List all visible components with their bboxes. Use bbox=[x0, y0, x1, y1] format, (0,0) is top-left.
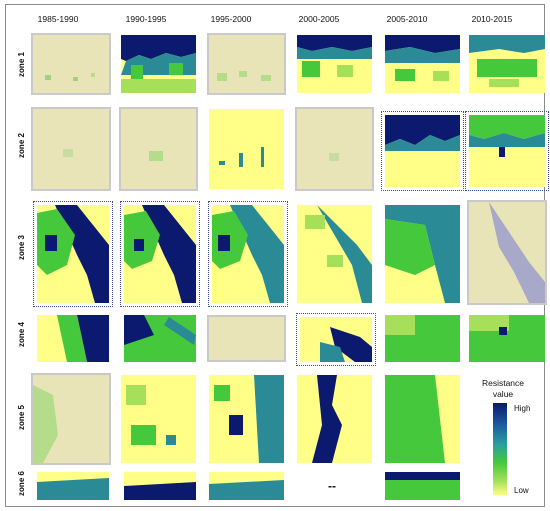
map-zone6-1995 bbox=[209, 472, 284, 500]
map-zone2-2000 bbox=[295, 107, 374, 191]
map-zone6-1985 bbox=[37, 472, 109, 500]
column-header: 2005-2010 bbox=[386, 14, 428, 24]
row-header: zone 4 bbox=[16, 322, 26, 347]
map-zone5-1990 bbox=[121, 375, 196, 463]
column-header: 2010-2015 bbox=[471, 14, 513, 24]
legend-low-label: Low bbox=[514, 486, 529, 495]
map-zone4-2000 bbox=[296, 313, 376, 366]
map-zone3-2005 bbox=[385, 205, 460, 303]
map-zone1-2005 bbox=[385, 35, 460, 93]
row-header: zone 3 bbox=[16, 235, 26, 260]
map-zone4-2005 bbox=[385, 315, 460, 362]
map-zone6-1990 bbox=[124, 472, 196, 500]
row-header: zone 6 bbox=[16, 470, 26, 496]
column-header: 1995-2000 bbox=[210, 14, 252, 24]
map-zone2-1995 bbox=[209, 109, 284, 189]
map-zone1-1985 bbox=[31, 33, 111, 95]
map-zone2-1985 bbox=[31, 107, 111, 191]
map-zone3-1990 bbox=[120, 201, 200, 307]
row-header: zone 1 bbox=[16, 51, 26, 77]
figure-panel: 1985-1990 1990-1995 1995-2000 2000-2005 … bbox=[5, 4, 549, 507]
legend-high-label: High bbox=[514, 404, 531, 413]
map-zone5-2005 bbox=[385, 375, 460, 463]
map-zone1-1995 bbox=[207, 33, 286, 95]
map-zone4-1990 bbox=[124, 315, 196, 362]
map-zone1-2010 bbox=[469, 35, 545, 93]
map-zone3-1985 bbox=[33, 201, 113, 307]
no-data-mark: -- bbox=[328, 479, 336, 493]
row-header: zone 5 bbox=[16, 405, 26, 430]
map-zone1-1990 bbox=[121, 35, 196, 93]
legend-title: Resistance value bbox=[481, 378, 525, 399]
legend-color-ramp bbox=[493, 403, 507, 495]
map-zone3-1995 bbox=[208, 201, 288, 307]
map-zone6-2005 bbox=[385, 472, 460, 500]
column-header: 2000-2005 bbox=[298, 14, 340, 24]
map-zone4-1985 bbox=[37, 315, 109, 362]
map-zone1-2000 bbox=[297, 35, 372, 93]
map-zone4-2010 bbox=[469, 315, 545, 362]
map-zone3-2010 bbox=[467, 200, 547, 305]
map-zone5-2000 bbox=[297, 375, 372, 463]
column-header: 1990-1995 bbox=[125, 14, 167, 24]
map-zone2-2010 bbox=[465, 111, 549, 191]
column-header: 1985-1990 bbox=[37, 14, 79, 24]
map-zone3-2000 bbox=[297, 205, 372, 303]
map-zone4-1995 bbox=[207, 315, 286, 362]
map-zone2-1990 bbox=[119, 107, 198, 191]
row-header: zone 2 bbox=[16, 132, 26, 158]
map-zone5-1995 bbox=[209, 375, 284, 463]
map-zone2-2005 bbox=[381, 111, 464, 191]
map-zone5-1985 bbox=[31, 373, 111, 465]
